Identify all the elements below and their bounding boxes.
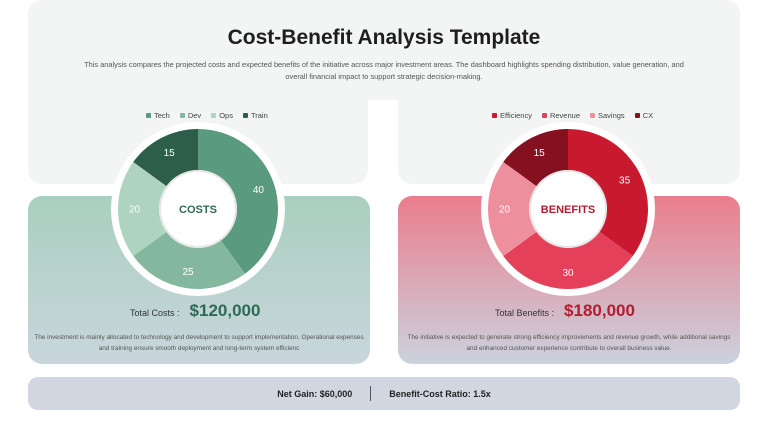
benefits-legend-item: Efficiency xyxy=(492,111,532,120)
net-gain: Net Gain: $60,000 xyxy=(277,388,353,399)
benefits-slice-efficiency xyxy=(568,129,648,257)
benefits-legend-label: CX xyxy=(642,111,654,120)
costs-legend-swatch xyxy=(179,113,185,118)
costs-center-label: COSTS xyxy=(179,204,217,216)
benefits-legend-item: CX xyxy=(634,111,654,120)
costs-legend-item: Train xyxy=(242,111,268,120)
benefits-legend-label: Savings xyxy=(598,111,625,120)
costs-description: The investment is mainly allocated to te… xyxy=(34,334,364,352)
costs-legend-label: Train xyxy=(250,111,268,120)
summary-bar xyxy=(28,377,740,410)
benefits-legend: Efficiency Revenue Savings CX xyxy=(492,111,653,120)
benefits-slice-label: 35 xyxy=(619,176,631,187)
costs-total-value: $120,000 xyxy=(189,301,261,320)
costs-legend-item: Tech xyxy=(146,111,170,120)
benefits-center-label: BENEFITS xyxy=(541,204,595,216)
costs-legend-label: Ops xyxy=(219,111,233,120)
costs-legend-label: Dev xyxy=(187,111,202,120)
costs-donut-center xyxy=(159,170,237,248)
costs-legend-item: Dev xyxy=(179,111,202,120)
benefits-legend-swatch xyxy=(590,113,595,118)
benefits-legend-label: Efficiency xyxy=(500,111,532,120)
benefits-legend-item: Savings xyxy=(590,111,625,120)
benefits-donut-chart: 35 30 20 15 BENEFITS xyxy=(481,122,655,296)
costs-total-label: Total Costs : xyxy=(130,308,180,318)
costs-slice-label: 15 xyxy=(164,148,176,159)
summary-content: Net Gain: $60,000 Benefit-Cost Ratio: 1.… xyxy=(28,377,740,410)
benefits-slice-label: 30 xyxy=(562,268,574,279)
benefits-total: Total Benefits : $180,000 xyxy=(495,301,635,321)
benefits-legend-swatch xyxy=(634,113,640,118)
costs-legend: Tech Dev Ops Train xyxy=(146,111,268,120)
costs-slice-label: 40 xyxy=(253,185,265,196)
page-description: This analysis compares the projected cos… xyxy=(84,60,684,81)
costs-legend-swatch xyxy=(242,113,248,118)
header-panel xyxy=(200,0,568,100)
costs-donut-chart: 40 25 20 15 COSTS xyxy=(111,122,285,296)
costs-slice-label: 20 xyxy=(129,205,141,216)
benefits-total-value: $180,000 xyxy=(564,301,635,320)
costs-slice-label: 25 xyxy=(183,267,195,278)
benefits-slice-label: 15 xyxy=(534,148,546,159)
costs-legend-swatch xyxy=(211,113,217,118)
benefits-donut-center xyxy=(529,170,607,248)
benefits-legend-swatch xyxy=(541,113,547,118)
summary-divider xyxy=(370,386,372,401)
costs-legend-swatch xyxy=(146,113,151,118)
benefits-legend-item: Revenue xyxy=(541,111,580,120)
costs-total: Total Costs : $120,000 xyxy=(130,301,260,321)
benefit-cost-ratio: Benefit-Cost Ratio: 1.5x xyxy=(389,388,491,399)
benefits-legend-swatch xyxy=(492,113,497,118)
costs-legend-label: Tech xyxy=(154,111,170,120)
costs-slice-train xyxy=(133,129,198,187)
benefits-legend-label: Revenue xyxy=(549,111,580,120)
benefits-total-label: Total Benefits : xyxy=(495,308,555,318)
benefits-slice-revenue xyxy=(503,231,633,289)
costs-legend-item: Ops xyxy=(211,111,233,120)
benefits-slice-savings xyxy=(488,161,537,257)
page-title: Cost-Benefit Analysis Template xyxy=(227,26,541,49)
benefits-slice-cx xyxy=(503,129,568,187)
costs-slice-dev xyxy=(133,231,246,290)
benefits-description: The initiative is expected to generate s… xyxy=(407,334,731,352)
costs-slice-ops xyxy=(117,161,167,257)
benefits-slice-label: 20 xyxy=(499,205,511,216)
costs-slice-tech xyxy=(198,129,278,274)
